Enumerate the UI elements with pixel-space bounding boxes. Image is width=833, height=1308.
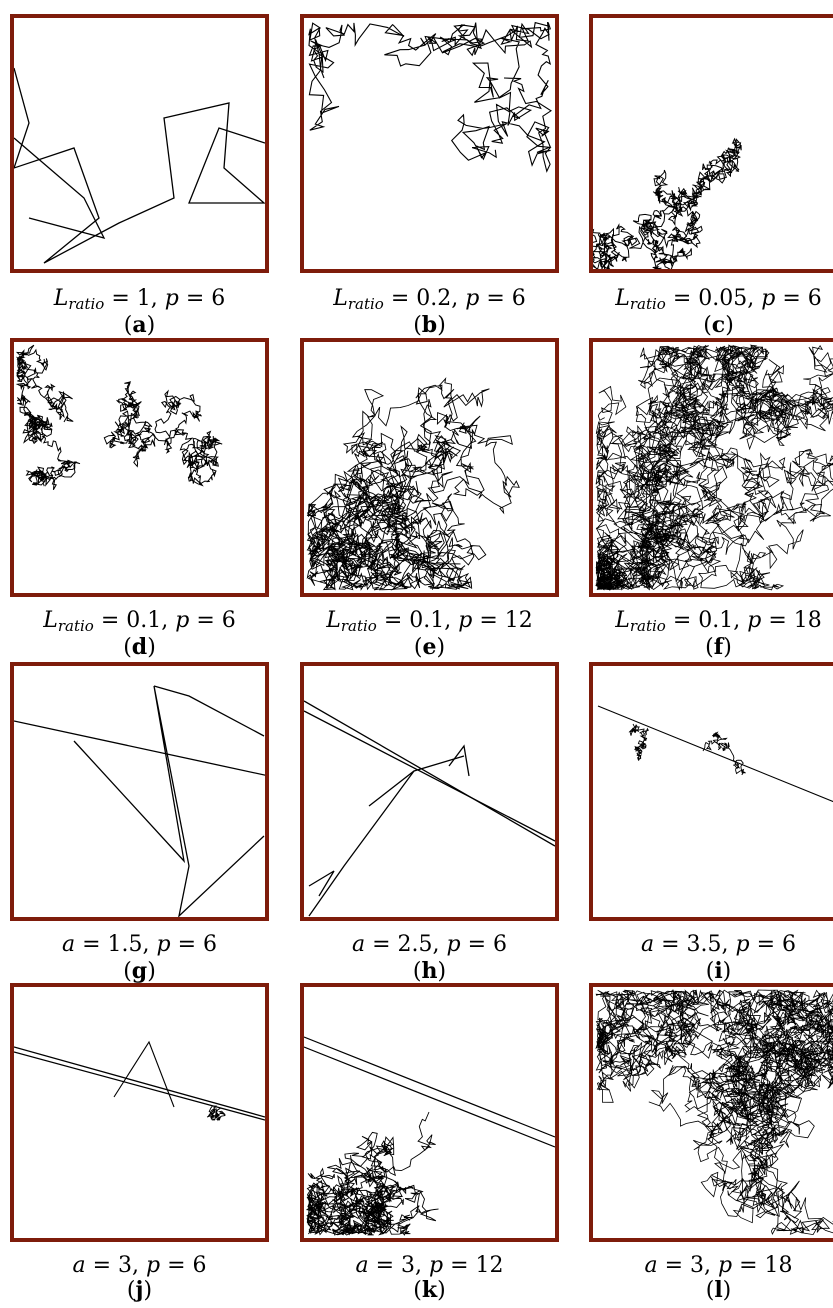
walk-path bbox=[368, 755, 465, 807]
label-k: (k) bbox=[413, 1277, 446, 1303]
walk-path bbox=[73, 685, 265, 917]
walk-path bbox=[593, 213, 658, 269]
walk-path bbox=[595, 989, 833, 1236]
walk-plot-a bbox=[10, 14, 269, 273]
walk-path bbox=[113, 1040, 175, 1108]
walk-path bbox=[14, 1051, 265, 1121]
walk-path bbox=[14, 67, 265, 264]
walk-path bbox=[448, 744, 470, 777]
label-j: (j) bbox=[126, 1277, 153, 1303]
walk-plot-b bbox=[300, 14, 559, 273]
label-h: (h) bbox=[412, 958, 447, 984]
walk-plot-l bbox=[589, 983, 833, 1242]
caption-f: Lratio = 0.1, p = 18 bbox=[615, 608, 822, 635]
walk-plot-j bbox=[10, 983, 269, 1242]
caption-d: Lratio = 0.1, p = 6 bbox=[43, 608, 236, 635]
caption-g: a = 1.5, p = 6 bbox=[61, 932, 218, 957]
walk-path bbox=[14, 1046, 265, 1118]
caption-e: Lratio = 0.1, p = 12 bbox=[326, 608, 533, 635]
walk-path bbox=[304, 1046, 555, 1148]
walk-path bbox=[304, 1036, 555, 1138]
walk-plot-d bbox=[10, 338, 269, 597]
walk-plot-h bbox=[300, 662, 559, 921]
walk-path bbox=[306, 377, 520, 591]
walk-path bbox=[14, 720, 265, 776]
walk-path bbox=[305, 1111, 439, 1237]
walk-plot-g bbox=[10, 662, 269, 921]
label-a: (a) bbox=[123, 312, 156, 338]
walk-plot-e bbox=[300, 338, 559, 597]
caption-h: a = 2.5, p = 6 bbox=[351, 932, 508, 957]
caption-a: Lratio = 1, p = 6 bbox=[53, 286, 226, 313]
caption-j: a = 3, p = 6 bbox=[72, 1253, 207, 1278]
label-l: (l) bbox=[705, 1277, 732, 1303]
walk-path bbox=[206, 1105, 226, 1122]
walk-path bbox=[103, 381, 223, 487]
walk-path bbox=[628, 723, 649, 761]
walk-path bbox=[702, 731, 746, 776]
walk-path bbox=[308, 870, 335, 897]
label-b: (b) bbox=[413, 312, 446, 338]
caption-i: a = 3.5, p = 6 bbox=[640, 932, 797, 957]
walk-plot-k bbox=[300, 983, 559, 1242]
walk-path bbox=[638, 137, 742, 269]
caption-c: Lratio = 0.05, p = 6 bbox=[615, 286, 822, 313]
walk-plot-f bbox=[589, 338, 833, 597]
walk-path bbox=[304, 700, 555, 847]
caption-l: a = 3, p = 18 bbox=[644, 1253, 793, 1278]
walk-path bbox=[441, 21, 553, 173]
walk-path bbox=[594, 344, 833, 591]
label-f: (f) bbox=[705, 634, 732, 660]
walk-path bbox=[153, 685, 265, 737]
walk-path bbox=[597, 705, 833, 803]
label-g: (g) bbox=[123, 958, 156, 984]
walk-path bbox=[308, 770, 415, 917]
walk-path bbox=[308, 22, 552, 161]
label-c: (c) bbox=[703, 312, 734, 338]
caption-b: Lratio = 0.2, p = 6 bbox=[333, 286, 526, 313]
walk-path bbox=[304, 710, 555, 842]
label-i: (i) bbox=[705, 958, 732, 984]
walk-plot-c bbox=[589, 14, 833, 273]
caption-k: a = 3, p = 12 bbox=[355, 1253, 504, 1278]
label-e: (e) bbox=[413, 634, 446, 660]
label-d: (d) bbox=[123, 634, 156, 660]
walk-path bbox=[14, 137, 106, 239]
walk-plot-i bbox=[589, 662, 833, 921]
walk-path bbox=[15, 344, 81, 491]
